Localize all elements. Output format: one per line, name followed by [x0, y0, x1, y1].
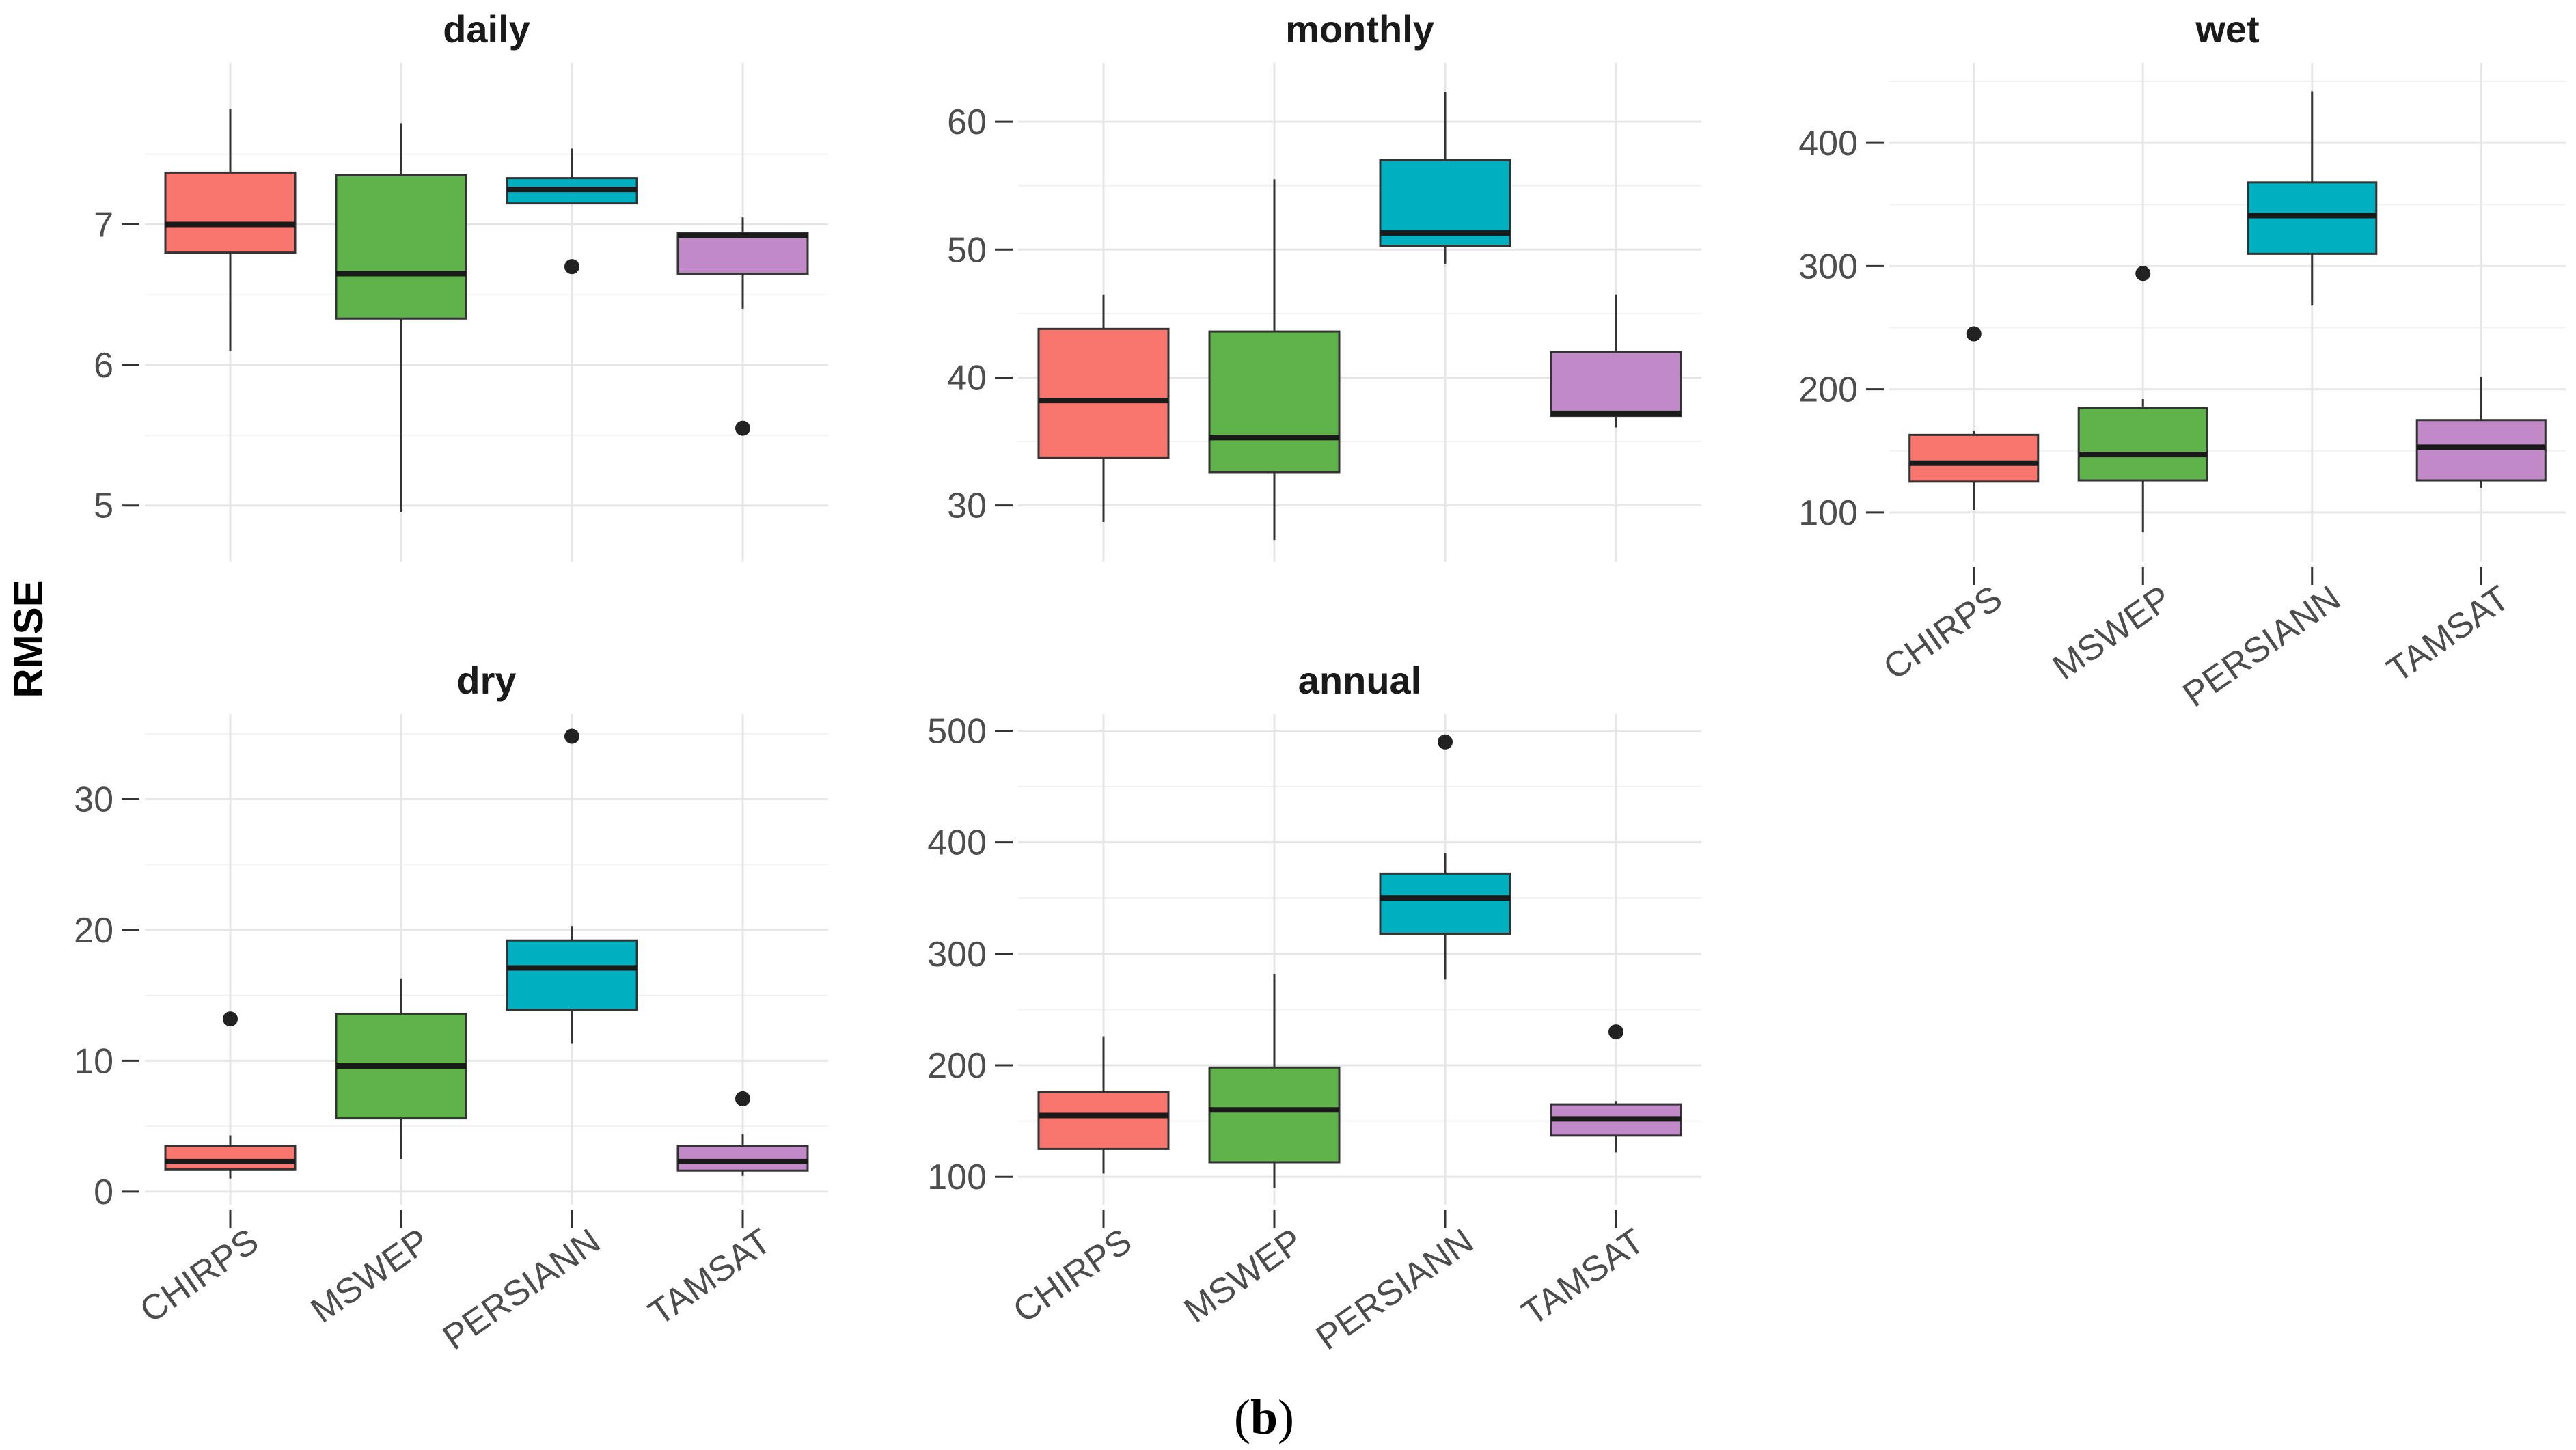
y-tick-label: 500 [927, 711, 987, 751]
box-persiann [2247, 91, 2378, 306]
iqr-box [676, 1145, 809, 1172]
x-tick-label: PERSIANN [436, 1221, 607, 1358]
y-tick-label: 20 [74, 911, 113, 950]
panel-title: annual [1298, 659, 1421, 702]
x-tick-label: CHIRPS [133, 1221, 266, 1330]
x-tick-label: PERSIANN [1309, 1221, 1481, 1358]
y-tick-label: 300 [1798, 247, 1858, 286]
box-tamsat [676, 217, 809, 436]
y-tick-label: 400 [927, 823, 987, 863]
box-persiann [1379, 92, 1511, 264]
y-tick-label: 7 [94, 205, 113, 245]
y-tick-label: 200 [927, 1046, 987, 1086]
iqr-box [335, 174, 467, 320]
x-tick-label: MSWEP [304, 1221, 437, 1330]
box-mswep [335, 978, 467, 1159]
box-tamsat [1550, 1024, 1682, 1153]
box-chirps [1037, 1036, 1170, 1174]
panel-monthly: monthly 30 40 50 60 [947, 8, 1701, 562]
box-persiann [506, 728, 638, 1044]
iqr-box [1208, 330, 1341, 474]
iqr-box [2415, 419, 2547, 482]
y-tick-label: 10 [74, 1041, 113, 1081]
panel-title: monthly [1285, 8, 1434, 51]
outlier-point [1966, 326, 1982, 342]
outlier-point [564, 259, 579, 275]
iqr-box [1037, 327, 1170, 459]
x-tick-label: TAMSAT [2380, 578, 2517, 690]
box-mswep [1208, 974, 1341, 1188]
caption-open-paren: ( [1234, 1390, 1250, 1445]
box-tamsat [1550, 294, 1682, 428]
box-persiann [1379, 734, 1511, 980]
y-tick-label: 100 [927, 1158, 987, 1197]
outlier-point [2135, 266, 2151, 282]
x-tick-label: MSWEP [2046, 578, 2178, 687]
y-tick-label: 200 [1798, 370, 1858, 410]
y-tick-label: 400 [1798, 124, 1858, 163]
panel-title: daily [443, 8, 530, 51]
x-tick-label: MSWEP [1177, 1221, 1310, 1330]
x-tick-label: CHIRPS [1876, 578, 2009, 687]
y-tick-label: 0 [94, 1173, 113, 1212]
iqr-box [506, 939, 638, 1011]
outlier-point [735, 420, 750, 436]
caption-letter: b [1250, 1390, 1278, 1445]
y-tick-label: 30 [947, 487, 987, 526]
box-mswep [1208, 179, 1341, 541]
box-tamsat [2415, 377, 2547, 488]
y-axis-label: RMSE [5, 579, 51, 698]
outlier-point [1438, 734, 1453, 750]
outlier-point [223, 1011, 238, 1027]
y-tick-label: 5 [94, 487, 113, 526]
y-tick-label: 50 [947, 230, 987, 270]
box-persiann [506, 148, 638, 275]
x-tick-label: TAMSAT [1515, 1221, 1652, 1333]
box-mswep [335, 123, 467, 513]
chart-panels: daily567monthly30405060wet100200300400CH… [74, 8, 2566, 1358]
y-tick-label: 100 [1798, 493, 1858, 533]
iqr-box [1908, 433, 2040, 483]
y-tick-label: 300 [927, 935, 987, 974]
y-tick-label: 6 [94, 346, 113, 385]
outlier-point [1608, 1024, 1623, 1040]
iqr-box [164, 171, 297, 254]
iqr-box [1379, 872, 1511, 935]
outlier-point [735, 1091, 750, 1106]
x-tick-label: TAMSAT [642, 1221, 778, 1333]
outlier-point [564, 728, 579, 744]
y-tick-label: 30 [74, 780, 113, 819]
panel-title: dry [456, 659, 516, 702]
iqr-box [676, 232, 809, 275]
box-chirps [1037, 294, 1170, 522]
panel-title: wet [2195, 8, 2259, 51]
box-chirps [164, 109, 297, 351]
box-tamsat [676, 1091, 809, 1176]
box-mswep [2077, 266, 2208, 532]
x-tick-label: PERSIANN [2176, 578, 2348, 715]
iqr-box [1208, 1066, 1341, 1164]
iqr-box [2077, 407, 2208, 482]
y-tick-label: 60 [947, 102, 987, 142]
panel-daily: daily 5 6 7 [94, 8, 828, 562]
y-tick-label: 40 [947, 358, 987, 398]
x-tick-label: CHIRPS [1006, 1221, 1139, 1330]
panel-annual: annual 100 200 300 400 500 CHIRPS MSWEPPERSIANN… [927, 659, 1701, 1358]
box-chirps [164, 1011, 297, 1179]
figure-caption: (b) [1234, 1390, 1294, 1445]
iqr-box [1550, 351, 1682, 418]
iqr-box [164, 1145, 297, 1171]
caption-close-paren: ) [1278, 1390, 1294, 1445]
iqr-box [1037, 1091, 1170, 1150]
box-chirps [1908, 326, 2040, 510]
